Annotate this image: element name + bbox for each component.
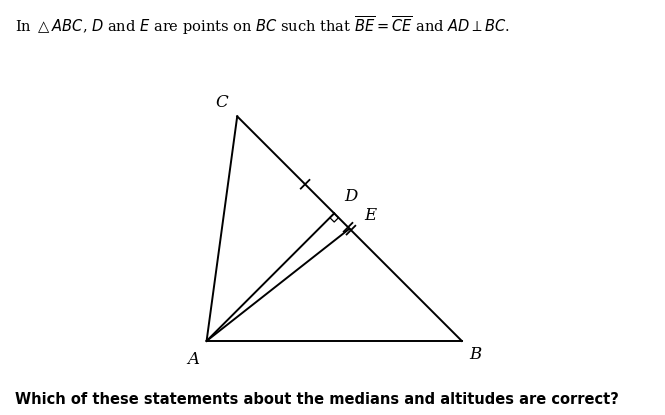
Text: B: B — [469, 346, 481, 363]
Text: E: E — [364, 207, 376, 224]
Text: C: C — [215, 94, 228, 111]
Text: In $\triangle ABC$, $D$ and $E$ are points on $BC$ such that $\overline{BE} = \o: In $\triangle ABC$, $D$ and $E$ are poin… — [15, 15, 510, 37]
Text: A: A — [187, 351, 199, 368]
Text: Which of these statements about the medians and altitudes are correct?: Which of these statements about the medi… — [15, 392, 618, 407]
Text: D: D — [344, 188, 358, 205]
